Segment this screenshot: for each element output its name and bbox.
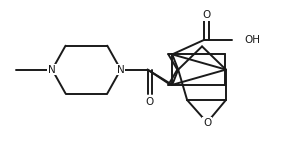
Text: O: O: [146, 97, 154, 107]
Text: N: N: [117, 65, 125, 75]
Text: O: O: [203, 118, 211, 127]
Text: OH: OH: [244, 35, 260, 45]
Text: N: N: [48, 65, 56, 75]
Text: O: O: [202, 10, 211, 20]
